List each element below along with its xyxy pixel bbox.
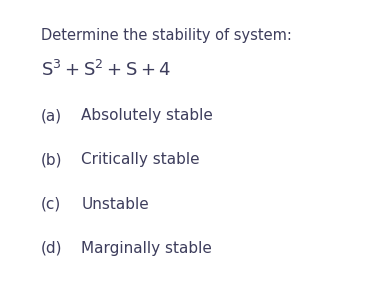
Text: (a): (a) — [41, 108, 62, 123]
Text: (b): (b) — [41, 152, 63, 167]
Text: Absolutely stable: Absolutely stable — [81, 108, 213, 123]
Text: (d): (d) — [41, 241, 63, 256]
Text: $\mathregular{S}^3 + \mathregular{S}^2 + \mathregular{S} + 4$: $\mathregular{S}^3 + \mathregular{S}^2 +… — [41, 60, 171, 80]
Text: Determine the stability of system:: Determine the stability of system: — [41, 28, 292, 42]
Text: Unstable: Unstable — [81, 197, 149, 212]
Text: Marginally stable: Marginally stable — [81, 241, 212, 256]
Text: Critically stable: Critically stable — [81, 152, 200, 167]
Text: (c): (c) — [41, 197, 61, 212]
